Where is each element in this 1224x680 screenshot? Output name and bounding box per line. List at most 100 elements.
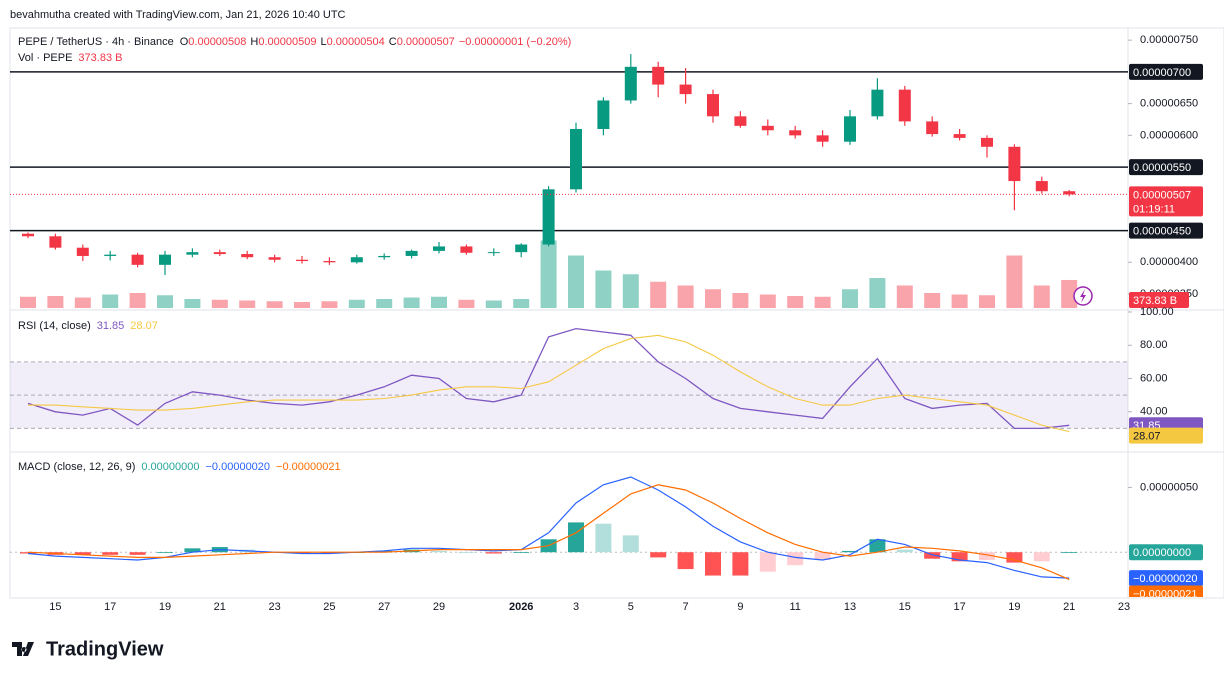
volume-bar (239, 300, 256, 308)
candle-body (844, 116, 856, 142)
candle-body (405, 250, 418, 256)
macd-pane: 0.00000050 0.00000000 −0.00000020 −0.000000… (10, 476, 1203, 600)
candle-body (49, 236, 62, 248)
y-tick-label: 0.00000400 (1140, 256, 1198, 268)
histogram-bar (1033, 552, 1050, 562)
macd-line (27, 476, 1070, 579)
volume-bar (20, 296, 36, 308)
volume-bar (47, 296, 64, 308)
volume-bar (1061, 279, 1078, 308)
volume-bar (321, 301, 338, 308)
rsi-line (27, 327, 1070, 430)
candle-body (131, 254, 144, 265)
x-tick-label: 7 (683, 601, 689, 613)
candle-body (323, 261, 336, 263)
histogram-bar (568, 522, 584, 553)
volume-bar (294, 302, 310, 308)
candle-body (871, 89, 884, 117)
volume-bar (458, 299, 475, 308)
volume-bar (568, 255, 584, 308)
histogram-bar (896, 549, 913, 553)
histogram-bar (184, 548, 201, 553)
histogram-badge-bg (1129, 544, 1203, 561)
histogram-bar (157, 552, 173, 554)
y-tick-label: 0.00000650 (1140, 98, 1198, 110)
y-tick-label: 100.00 (1140, 306, 1174, 318)
signal-badge: −0.00000021 (1133, 588, 1198, 600)
macd-legend-value: 0.00000000 (141, 461, 199, 473)
candle-body (1035, 181, 1048, 192)
candle-body (1063, 191, 1076, 195)
candle-body (734, 116, 747, 126)
x-tick-label: 29 (433, 601, 445, 613)
histogram-bar (979, 552, 995, 560)
macd-line (27, 484, 1070, 580)
volume-bar (869, 278, 886, 308)
macd-legend: MACD (close, 12, 26, 9) 0.00000000 −0.0000… (18, 461, 341, 473)
volume-value: 373.83 B (78, 52, 122, 64)
histogram-bar (485, 552, 502, 554)
macd-legend-value: −0.00000020 (206, 461, 271, 473)
volume-bar (129, 293, 146, 308)
x-tick-label: 17 (953, 601, 965, 613)
y-tick-label: 40.00 (1140, 406, 1168, 418)
candle-body (487, 252, 500, 254)
rsi-legend-value: 31.85 (97, 320, 125, 332)
candle-body (296, 259, 308, 262)
histogram-bar (787, 552, 804, 566)
x-tick-label: 19 (159, 601, 171, 613)
ohlc-key: L (320, 36, 326, 48)
macd-legend-value: −0.00000021 (276, 461, 341, 473)
y-tick-label: 80.00 (1140, 339, 1168, 351)
candle-body (268, 257, 281, 260)
alert-icon[interactable] (1073, 286, 1093, 306)
volume-badge-bg (1129, 292, 1189, 308)
volume-bar (677, 285, 694, 308)
candle-body (350, 257, 363, 263)
candle-body (22, 233, 34, 237)
signal-badge-bg (1129, 585, 1203, 597)
volume-bar (732, 293, 749, 308)
ohlc-value: −0.00000001 (−0.20%) (459, 36, 572, 48)
ohlc-key: C (389, 36, 397, 48)
rsi-line (28, 334, 1070, 433)
candle-body (1008, 146, 1021, 182)
x-tick-label: 27 (378, 601, 390, 613)
ohlc-key: H (250, 36, 258, 48)
macd-badge: −0.00000020 (1133, 573, 1198, 585)
volume-bar (705, 289, 721, 308)
histogram-badge: 0.00000000 (1133, 547, 1191, 559)
alert-bolt[interactable] (1080, 289, 1086, 303)
ohlc-key: O (180, 36, 189, 48)
volume-bar (814, 296, 831, 308)
last-price-bg (1129, 186, 1203, 217)
candle-body (186, 252, 199, 255)
histogram-bar (595, 523, 612, 553)
candle-body (460, 246, 473, 253)
volume-bar (650, 281, 667, 308)
volume-name: Vol · PEPE (18, 52, 72, 64)
macd-title: MACD (close, 12, 26, 9) (18, 461, 135, 473)
candle-body (761, 125, 774, 131)
level-label-bg (1129, 159, 1203, 176)
x-tick-label: 15 (899, 601, 911, 613)
header: bevahmutha created with TradingView.com,… (10, 9, 346, 21)
volume-bar (431, 296, 447, 308)
y-tick-label: 0.00000050 (1140, 481, 1198, 493)
legend: PEPE / TetherUS · 4h · Binance O0.0000050… (18, 36, 571, 48)
rsi-legend-value: 28.07 (130, 320, 158, 332)
candle-body (816, 135, 829, 142)
ohlc-value: 0.00000509 (258, 36, 316, 48)
x-tick-label: 21 (214, 601, 226, 613)
rsi-badge: 28.07 (1133, 431, 1161, 443)
candle-body (898, 89, 911, 122)
candle-body (241, 254, 254, 258)
candle-body (542, 189, 555, 245)
level-label: 0.00000550 (1133, 162, 1191, 174)
volume-bar (376, 299, 393, 308)
x-tick-label: 23 (268, 601, 280, 613)
volume-badge: 373.83 B (1133, 295, 1177, 307)
volume-bar (951, 294, 968, 308)
histogram-bar (814, 552, 831, 560)
